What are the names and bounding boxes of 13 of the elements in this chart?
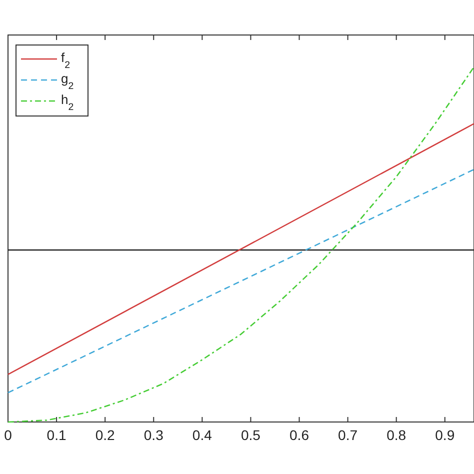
- x-tick-label: 0.9: [435, 427, 455, 443]
- x-tick-label: 0.2: [95, 427, 116, 443]
- x-tick-label: 0: [4, 427, 12, 443]
- x-tick-label: 0.3: [144, 427, 164, 443]
- x-tick-label: 0.6: [290, 427, 310, 443]
- x-tick-label: 0.7: [338, 427, 358, 443]
- legend-label: g$_{2}$: [61, 71, 74, 92]
- legend-label: h$_{2}$: [61, 92, 74, 112]
- legend-label: f$_{2}$: [61, 50, 70, 70]
- x-tick-label: 0.5: [240, 427, 261, 443]
- x-tick-label: 0.8: [386, 427, 406, 443]
- x-tick-label: 0.1: [46, 427, 66, 443]
- x-tick-label: 0.4: [192, 427, 212, 443]
